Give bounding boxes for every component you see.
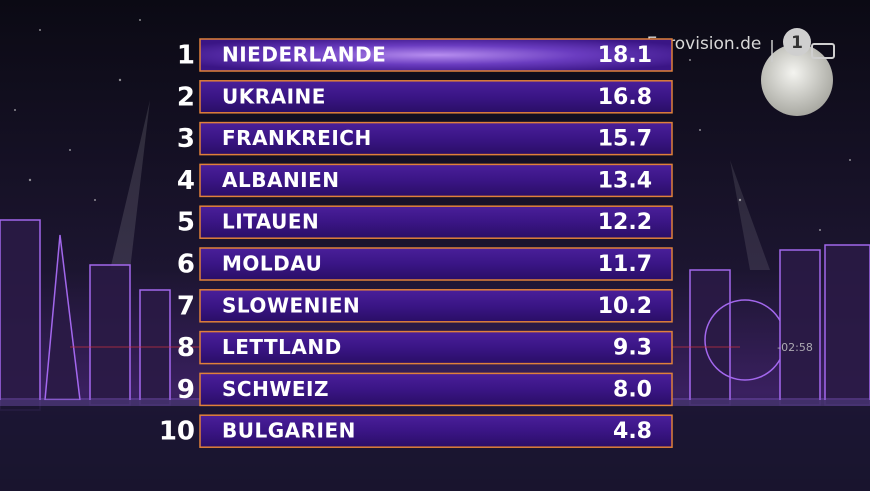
country: ALBANIEN <box>222 168 340 192</box>
rank: 2 <box>177 82 195 112</box>
score: 18.1 <box>598 43 652 68</box>
country: BULGARIEN <box>222 419 356 443</box>
rank: 1 <box>177 41 195 71</box>
country: SCHWEIZ <box>222 377 329 401</box>
rank: 3 <box>177 124 195 154</box>
row-bar <box>199 80 673 114</box>
score: 16.8 <box>598 85 652 110</box>
score: 15.7 <box>598 127 652 152</box>
score: 4.8 <box>613 419 652 444</box>
rank: 8 <box>177 333 195 363</box>
country: LETTLAND <box>222 335 342 359</box>
row-bar <box>199 121 673 156</box>
row-bar <box>199 330 673 365</box>
rank: 7 <box>177 291 195 321</box>
score: 11.7 <box>598 252 652 277</box>
row-bar <box>199 163 673 198</box>
timer: -02:58 <box>777 341 813 354</box>
country: LITAUEN <box>222 210 319 234</box>
rank: 9 <box>177 375 195 405</box>
row-bar <box>199 38 673 72</box>
row-bar <box>199 205 673 239</box>
country: SLOWENIEN <box>222 293 360 317</box>
score: 9.3 <box>613 336 652 361</box>
country: UKRAINE <box>222 84 326 108</box>
score: 8.0 <box>613 377 652 402</box>
score: 12.2 <box>598 210 652 235</box>
score: 10.2 <box>598 294 652 319</box>
rank: 4 <box>177 166 195 196</box>
row-bar <box>199 247 673 281</box>
country: MOLDAU <box>222 252 322 276</box>
rank: 5 <box>177 208 195 238</box>
rank: 6 <box>177 250 195 280</box>
row-bar <box>199 372 673 407</box>
country: FRANKREICH <box>222 126 372 150</box>
row-bar <box>199 289 673 323</box>
channel-logo: 1 <box>791 33 803 53</box>
score: 13.4 <box>598 168 652 193</box>
watermark: Eurovision.de <box>647 34 762 54</box>
rank: 10 <box>159 417 195 447</box>
row-bar <box>199 414 673 448</box>
country: NIEDERLANDE <box>222 43 386 67</box>
